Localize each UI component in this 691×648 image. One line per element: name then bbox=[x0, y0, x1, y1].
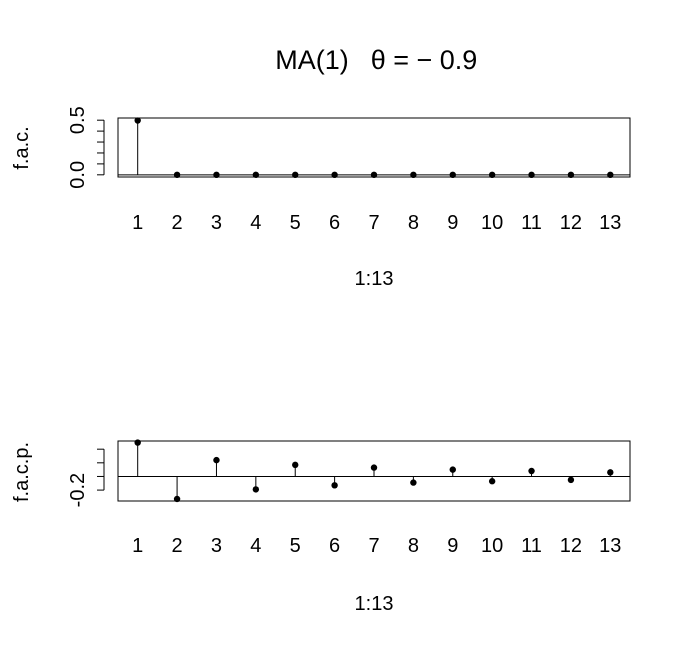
data-point bbox=[173, 171, 181, 179]
x-tick-label: 6 bbox=[329, 212, 340, 234]
data-point bbox=[567, 171, 575, 179]
x-tick-label: 12 bbox=[560, 535, 582, 557]
data-point bbox=[252, 486, 260, 493]
data-point bbox=[331, 482, 338, 489]
x-tick-label: 7 bbox=[368, 535, 379, 557]
x-tick-label: 10 bbox=[481, 535, 503, 557]
data-point bbox=[410, 479, 417, 486]
x-tick-label: 5 bbox=[290, 535, 301, 557]
data-point bbox=[173, 495, 181, 503]
x-tick-label: 11 bbox=[521, 535, 542, 557]
x-tick-label: 5 bbox=[290, 212, 301, 234]
chart-panel-facp: -0.2 1 2 3 4 5 6 7 8 9 10 11 12 13 1:13 f.a.c.p. bbox=[11, 439, 631, 615]
data-point bbox=[213, 171, 220, 179]
x-tick-label: 11 bbox=[521, 212, 542, 234]
x-tick-label: 7 bbox=[368, 212, 379, 234]
x-axis-label: 1:13 bbox=[355, 593, 394, 615]
x-tick-label: 12 bbox=[560, 212, 582, 234]
data-point bbox=[607, 469, 614, 476]
plot-frame bbox=[117, 117, 631, 178]
data-point bbox=[607, 171, 614, 179]
x-tick-label: 2 bbox=[172, 535, 183, 557]
x-tick-label: 4 bbox=[250, 212, 261, 234]
y-tick-label: -0.2 bbox=[67, 473, 89, 507]
data-point bbox=[331, 171, 338, 179]
data-point bbox=[449, 466, 456, 473]
data-point bbox=[528, 171, 535, 179]
points bbox=[134, 439, 614, 503]
data-point bbox=[410, 171, 417, 179]
data-point bbox=[370, 464, 378, 471]
y-tick-label: 0.5 bbox=[67, 106, 89, 134]
x-tick-label: 9 bbox=[447, 535, 458, 557]
data-point bbox=[134, 117, 141, 124]
data-point bbox=[134, 439, 141, 446]
x-axis-label: 1:13 bbox=[355, 268, 394, 290]
data-point bbox=[449, 171, 456, 179]
x-tick-label: 10 bbox=[481, 212, 503, 234]
plot-frame bbox=[117, 440, 631, 502]
x-tick-label: 13 bbox=[599, 212, 621, 234]
y-tick-label: 0.0 bbox=[67, 161, 89, 189]
x-tick-label: 8 bbox=[408, 212, 419, 234]
x-tick-label: 8 bbox=[408, 535, 419, 557]
x-tick-label: 3 bbox=[211, 212, 222, 234]
data-point bbox=[567, 476, 575, 484]
x-tick-labels: 1 2 3 4 5 6 7 8 9 10 11 12 13 bbox=[132, 212, 621, 234]
y-axis: 0.0 0.5 bbox=[67, 106, 105, 189]
data-point bbox=[370, 171, 378, 179]
points bbox=[134, 117, 614, 179]
data-point bbox=[528, 467, 535, 475]
chart-panel-fac: 0.00.5 1 2 3 4 5 6 7 8 9 10 11 12 13 1:13 f.a.c. bbox=[11, 106, 631, 290]
x-tick-label: 1 bbox=[132, 535, 143, 557]
x-tick-label: 4 bbox=[250, 535, 261, 557]
data-point bbox=[488, 478, 496, 485]
x-tick-label: 6 bbox=[329, 535, 340, 557]
x-tick-label: 3 bbox=[211, 535, 222, 557]
x-tick-labels: 1 2 3 4 5 6 7 8 9 10 11 12 13 bbox=[132, 535, 621, 557]
stems bbox=[137, 120, 139, 175]
data-point bbox=[488, 171, 496, 179]
x-tick-label: 1 bbox=[132, 212, 143, 234]
figure-title-param: θ = − 0.9 bbox=[371, 45, 478, 75]
data-point bbox=[292, 461, 299, 469]
x-tick-label: 13 bbox=[599, 535, 621, 557]
data-point bbox=[213, 456, 220, 464]
y-axis: -0.2 bbox=[67, 448, 105, 507]
y-axis-label: f.a.c.p. bbox=[11, 442, 33, 502]
data-point bbox=[252, 171, 260, 179]
data-point bbox=[292, 171, 299, 179]
x-tick-label: 2 bbox=[172, 212, 183, 234]
figure-title-main: MA(1) bbox=[275, 45, 349, 75]
y-axis-label: f.a.c. bbox=[11, 126, 33, 169]
x-tick-label: 9 bbox=[447, 212, 458, 234]
